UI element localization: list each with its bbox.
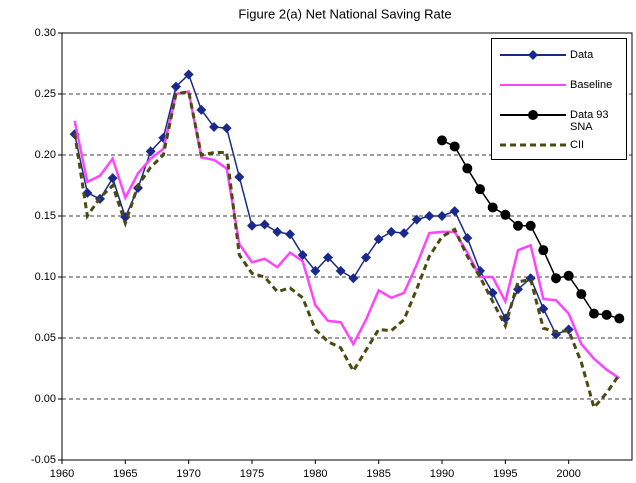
legend-item: Data 93 SNA <box>492 105 626 133</box>
marker <box>551 273 561 284</box>
y-tick-label: -0.05 <box>31 454 56 466</box>
legend-item: Baseline <box>492 75 626 99</box>
legend-item: CII <box>492 135 626 159</box>
marker <box>475 184 485 195</box>
series-line <box>73 90 621 380</box>
marker <box>297 250 308 261</box>
marker <box>348 273 359 284</box>
marker <box>183 69 194 80</box>
legend-item: Data <box>492 45 626 69</box>
series-line <box>73 89 621 411</box>
x-tick-label: 1980 <box>303 468 327 480</box>
marker <box>487 287 498 298</box>
marker <box>462 163 473 174</box>
legend-marker <box>528 50 538 60</box>
legend-label: CII <box>570 139 585 151</box>
marker <box>614 313 625 324</box>
marker <box>247 220 257 231</box>
marker <box>563 270 574 281</box>
x-tick-label: 1965 <box>113 468 137 480</box>
marker <box>500 209 511 220</box>
marker <box>487 202 498 213</box>
marker <box>285 229 295 240</box>
y-tick-label: 0.05 <box>35 332 56 344</box>
plot-frame <box>61 32 633 461</box>
marker <box>601 309 612 320</box>
legend-symbol <box>500 50 566 60</box>
marker <box>234 171 245 182</box>
x-tick-label: 1970 <box>176 468 200 480</box>
x-tick-label: 1985 <box>366 468 390 480</box>
marker <box>449 206 460 217</box>
y-tick-label: 0.25 <box>35 88 56 100</box>
marker <box>171 81 181 92</box>
y-tick-label: 0.00 <box>35 393 56 405</box>
x-tick-label: 2000 <box>556 468 580 480</box>
x-tick-label: 1960 <box>50 468 74 480</box>
legend: Data Baseline Data 93 SNA CII <box>491 38 627 160</box>
y-tick-label: 0.10 <box>35 271 56 283</box>
marker <box>335 265 346 276</box>
marker <box>462 232 473 243</box>
y-tick-label: 0.15 <box>35 210 56 222</box>
x-tick-label: 1975 <box>240 468 264 480</box>
marker <box>589 308 599 319</box>
marker <box>221 123 232 134</box>
legend-symbol <box>500 84 566 86</box>
marker <box>437 135 447 146</box>
legend-marker <box>528 110 538 120</box>
marker <box>272 226 283 237</box>
marker <box>259 219 270 230</box>
marker <box>361 252 371 263</box>
marker <box>424 211 435 221</box>
marker <box>563 324 574 335</box>
marker <box>576 289 587 300</box>
marker <box>196 104 207 115</box>
series-line <box>73 73 569 336</box>
marker <box>411 214 422 225</box>
marker <box>449 141 460 152</box>
marker <box>538 303 549 314</box>
marker <box>373 234 384 245</box>
marker <box>145 146 156 157</box>
marker <box>386 226 397 237</box>
x-tick-label: 1990 <box>430 468 454 480</box>
y-tick-label: 0.20 <box>35 149 56 161</box>
legend-symbol <box>500 110 566 120</box>
marker <box>323 252 333 263</box>
legend-label: Data <box>570 49 594 61</box>
marker <box>209 121 219 132</box>
x-tick-label: 1995 <box>493 468 517 480</box>
chart-title: Figure 2(a) Net National Saving Rate <box>238 6 451 21</box>
marker <box>437 211 447 221</box>
legend-label: Baseline <box>570 79 613 91</box>
marker <box>399 228 409 239</box>
y-tick-label: 0.30 <box>35 27 56 39</box>
legend-symbol <box>500 143 566 147</box>
marker <box>525 220 536 231</box>
marker <box>538 245 549 256</box>
marker <box>513 220 523 231</box>
legend-label: Data 93 SNA <box>570 109 609 133</box>
marker <box>107 173 118 184</box>
marker <box>310 265 321 276</box>
